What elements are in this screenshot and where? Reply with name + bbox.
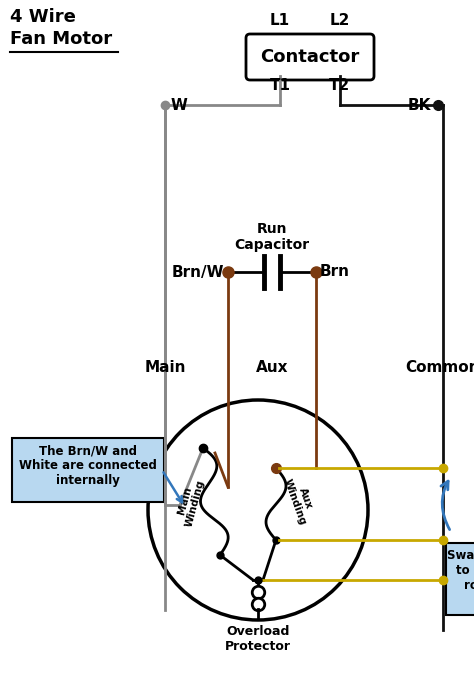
FancyBboxPatch shape — [446, 543, 474, 615]
Text: T2: T2 — [329, 78, 351, 93]
Text: Brn/W: Brn/W — [172, 264, 224, 279]
Text: 4 Wire: 4 Wire — [10, 8, 76, 26]
Text: L2: L2 — [330, 13, 350, 28]
Text: L1: L1 — [270, 13, 290, 28]
Text: Main: Main — [144, 361, 186, 376]
Text: Swap around
to reverse
rotation: Swap around to reverse rotation — [447, 549, 474, 592]
FancyBboxPatch shape — [12, 438, 164, 502]
Text: BK: BK — [408, 98, 431, 113]
Text: Contactor: Contactor — [260, 48, 360, 66]
Text: The Brn/W and
White are connected
internally: The Brn/W and White are connected intern… — [19, 444, 157, 487]
Text: W: W — [171, 98, 188, 113]
Text: Run
Capacitor: Run Capacitor — [235, 222, 310, 252]
Text: Fan Motor: Fan Motor — [10, 30, 112, 48]
Text: Common: Common — [406, 361, 474, 376]
FancyBboxPatch shape — [246, 34, 374, 80]
Text: Brn: Brn — [320, 264, 350, 279]
Text: Aux: Aux — [256, 361, 288, 376]
Text: Main
Winding: Main Winding — [173, 476, 207, 528]
Text: T1: T1 — [270, 78, 291, 93]
Text: Overload
Protector: Overload Protector — [225, 625, 291, 653]
Text: Aux
Winding: Aux Winding — [282, 473, 319, 526]
